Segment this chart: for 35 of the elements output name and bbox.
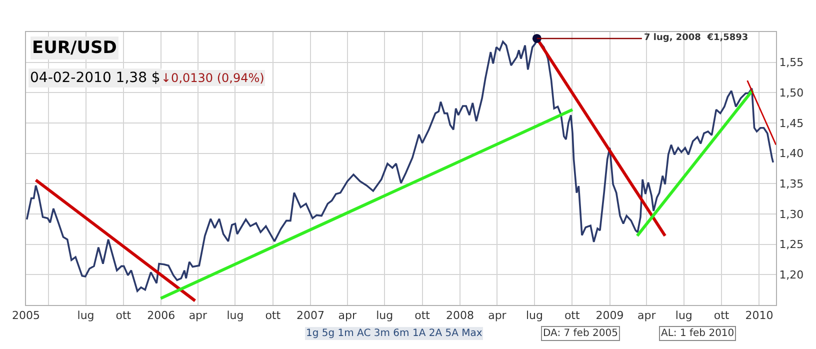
x-tick-label: lug [376,309,394,322]
x-tick-label: apr [488,309,507,322]
x-tick-label: lug [77,309,94,322]
text: AL: 1 feb 2010 [661,328,734,339]
x-tick-label: ott [414,309,431,322]
x-tick-label: lug [526,309,543,322]
y-tick-label: 1,55 [779,56,804,70]
x-tick-label: 2007 [296,309,325,322]
x-tick-label: lug [226,309,244,322]
x-tick-label: ott [564,309,580,322]
x-tick-label: 2010 [745,309,774,322]
annotation: 7 lug, 2008 €1,5893 [644,33,748,43]
text: 04-02-2010 1,38 $ [30,70,160,86]
y-tick-label: 1,25 [779,238,804,252]
x-tick-label: apr [638,309,656,322]
x-tick-label: 2008 [446,309,474,322]
x-tick-label: 2005 [12,309,40,322]
y-tick-label: 1,40 [779,147,804,160]
y-tick-label: 1,45 [779,116,804,130]
y-tick-label: 1,35 [779,178,804,191]
x-tick-label: ott [116,309,132,322]
text: 1g 5g 1m AC 3m 6m 1A 2A 5A Max [306,328,482,339]
chart-title: EUR/USD [32,38,117,58]
y-tick-label: 1,20 [779,268,804,282]
x-tick-label: apr [188,309,208,322]
x-tick-label: 2006 [147,309,176,322]
text: DA: 7 feb 2005 [543,328,618,339]
y-tick-label: 1,50 [779,86,804,100]
annotation: ↓0,0130 (0,94%) [161,71,264,85]
x-tick-label: ott [714,309,730,322]
x-tick-label: apr [338,309,357,322]
x-tick-label: lug [675,309,692,322]
y-tick-label: 1,30 [779,208,804,221]
x-tick-label: 2009 [596,309,624,322]
x-tick-label: ott [265,309,282,322]
